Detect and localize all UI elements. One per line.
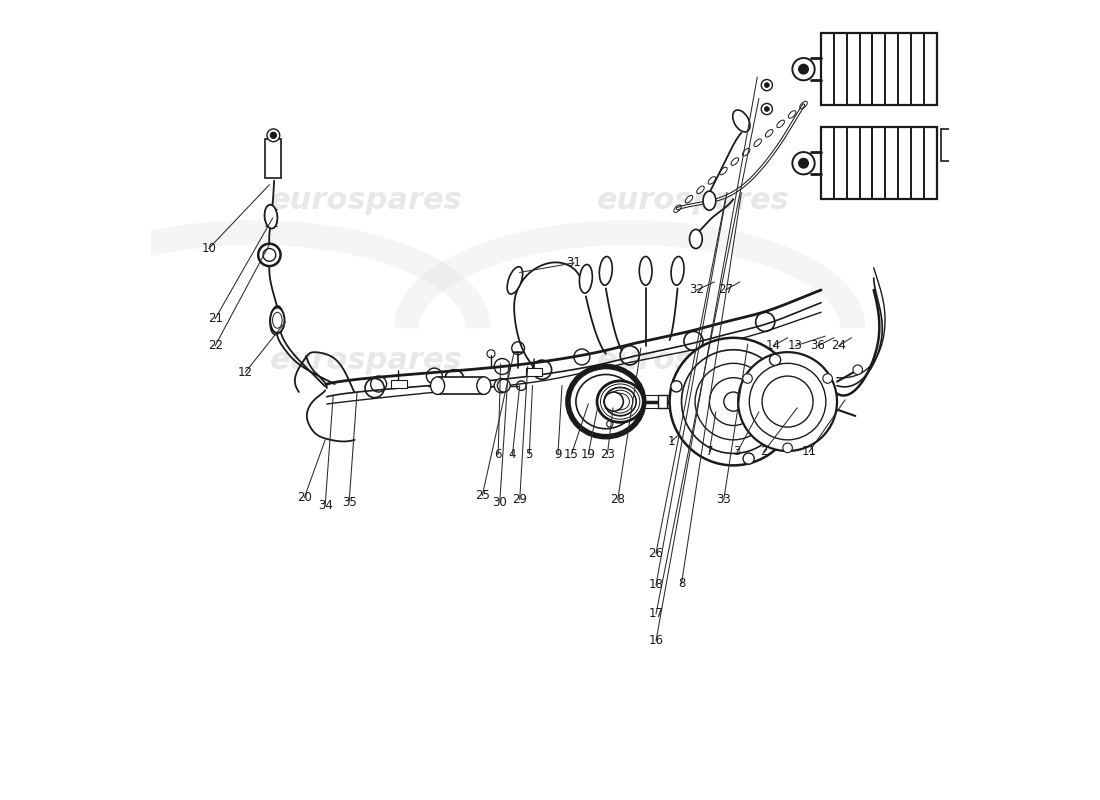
Text: eurospares: eurospares [271, 346, 463, 374]
Ellipse shape [690, 230, 702, 249]
Text: 8: 8 [678, 577, 685, 590]
Ellipse shape [600, 257, 613, 285]
Text: 28: 28 [610, 493, 625, 506]
Text: 36: 36 [811, 339, 825, 352]
Ellipse shape [604, 388, 636, 415]
Text: 11: 11 [802, 446, 816, 458]
Text: 9: 9 [554, 448, 562, 461]
Bar [526, 368, 542, 376]
Circle shape [761, 79, 772, 90]
Text: 13: 13 [788, 339, 803, 352]
Circle shape [792, 152, 815, 174]
Circle shape [267, 129, 279, 142]
Ellipse shape [597, 381, 644, 422]
Text: 10: 10 [201, 242, 217, 255]
Circle shape [682, 350, 785, 454]
Text: 26: 26 [649, 546, 663, 559]
Circle shape [770, 354, 781, 366]
Circle shape [799, 158, 808, 168]
Text: 15: 15 [564, 448, 579, 461]
Text: 12: 12 [238, 366, 253, 378]
Text: 2: 2 [760, 446, 768, 458]
Ellipse shape [576, 374, 636, 429]
Circle shape [671, 381, 682, 392]
Text: 33: 33 [716, 493, 732, 506]
Ellipse shape [271, 307, 285, 333]
Circle shape [761, 103, 772, 114]
Ellipse shape [671, 257, 684, 285]
Text: 31: 31 [566, 256, 582, 270]
Circle shape [604, 392, 624, 411]
Circle shape [783, 443, 792, 453]
Text: 30: 30 [493, 495, 507, 509]
Text: 34: 34 [318, 498, 332, 512]
Circle shape [695, 363, 771, 440]
Circle shape [823, 374, 833, 383]
Text: 6: 6 [494, 448, 502, 461]
Text: 1: 1 [668, 435, 675, 448]
Text: 22: 22 [208, 339, 222, 352]
Circle shape [738, 352, 837, 451]
Text: eurospares: eurospares [597, 346, 790, 374]
Text: 18: 18 [649, 578, 663, 591]
Text: 32: 32 [690, 283, 704, 297]
Circle shape [749, 363, 826, 440]
Text: 19: 19 [581, 448, 596, 461]
Ellipse shape [639, 257, 652, 286]
Text: 20: 20 [297, 490, 312, 504]
Circle shape [764, 82, 769, 87]
Bar [821, 34, 937, 105]
Text: 14: 14 [766, 339, 781, 352]
Text: 29: 29 [513, 493, 527, 506]
Circle shape [271, 132, 276, 138]
Text: 3: 3 [734, 446, 741, 458]
Circle shape [852, 365, 862, 374]
Circle shape [742, 374, 752, 383]
Text: 16: 16 [649, 634, 663, 647]
Text: 24: 24 [832, 339, 846, 352]
Ellipse shape [476, 377, 491, 394]
Text: 17: 17 [649, 607, 663, 620]
Text: 25: 25 [475, 489, 490, 502]
Text: 35: 35 [342, 495, 356, 509]
Text: 27: 27 [718, 283, 733, 297]
Circle shape [710, 378, 757, 426]
Bar [658, 395, 668, 408]
Text: 7: 7 [706, 446, 713, 458]
Text: eurospares: eurospares [597, 186, 790, 215]
Bar [438, 377, 484, 394]
Text: 5: 5 [526, 448, 534, 461]
Text: 4: 4 [509, 448, 516, 461]
Text: eurospares: eurospares [271, 186, 463, 215]
Circle shape [799, 64, 808, 74]
Ellipse shape [430, 377, 444, 394]
Circle shape [792, 58, 815, 80]
Circle shape [764, 106, 769, 111]
Circle shape [762, 376, 813, 427]
Bar [940, 129, 957, 161]
Circle shape [742, 453, 755, 464]
Bar [821, 127, 937, 199]
Text: 23: 23 [600, 448, 615, 461]
Ellipse shape [271, 306, 283, 334]
Ellipse shape [733, 110, 750, 132]
Ellipse shape [507, 266, 522, 294]
Circle shape [494, 378, 508, 393]
Text: 21: 21 [208, 312, 222, 325]
Ellipse shape [264, 205, 277, 229]
Circle shape [258, 244, 280, 266]
Bar [390, 380, 407, 388]
Ellipse shape [580, 265, 593, 293]
Ellipse shape [703, 191, 716, 210]
Circle shape [497, 379, 510, 392]
Circle shape [670, 338, 798, 466]
Bar [265, 138, 282, 178]
